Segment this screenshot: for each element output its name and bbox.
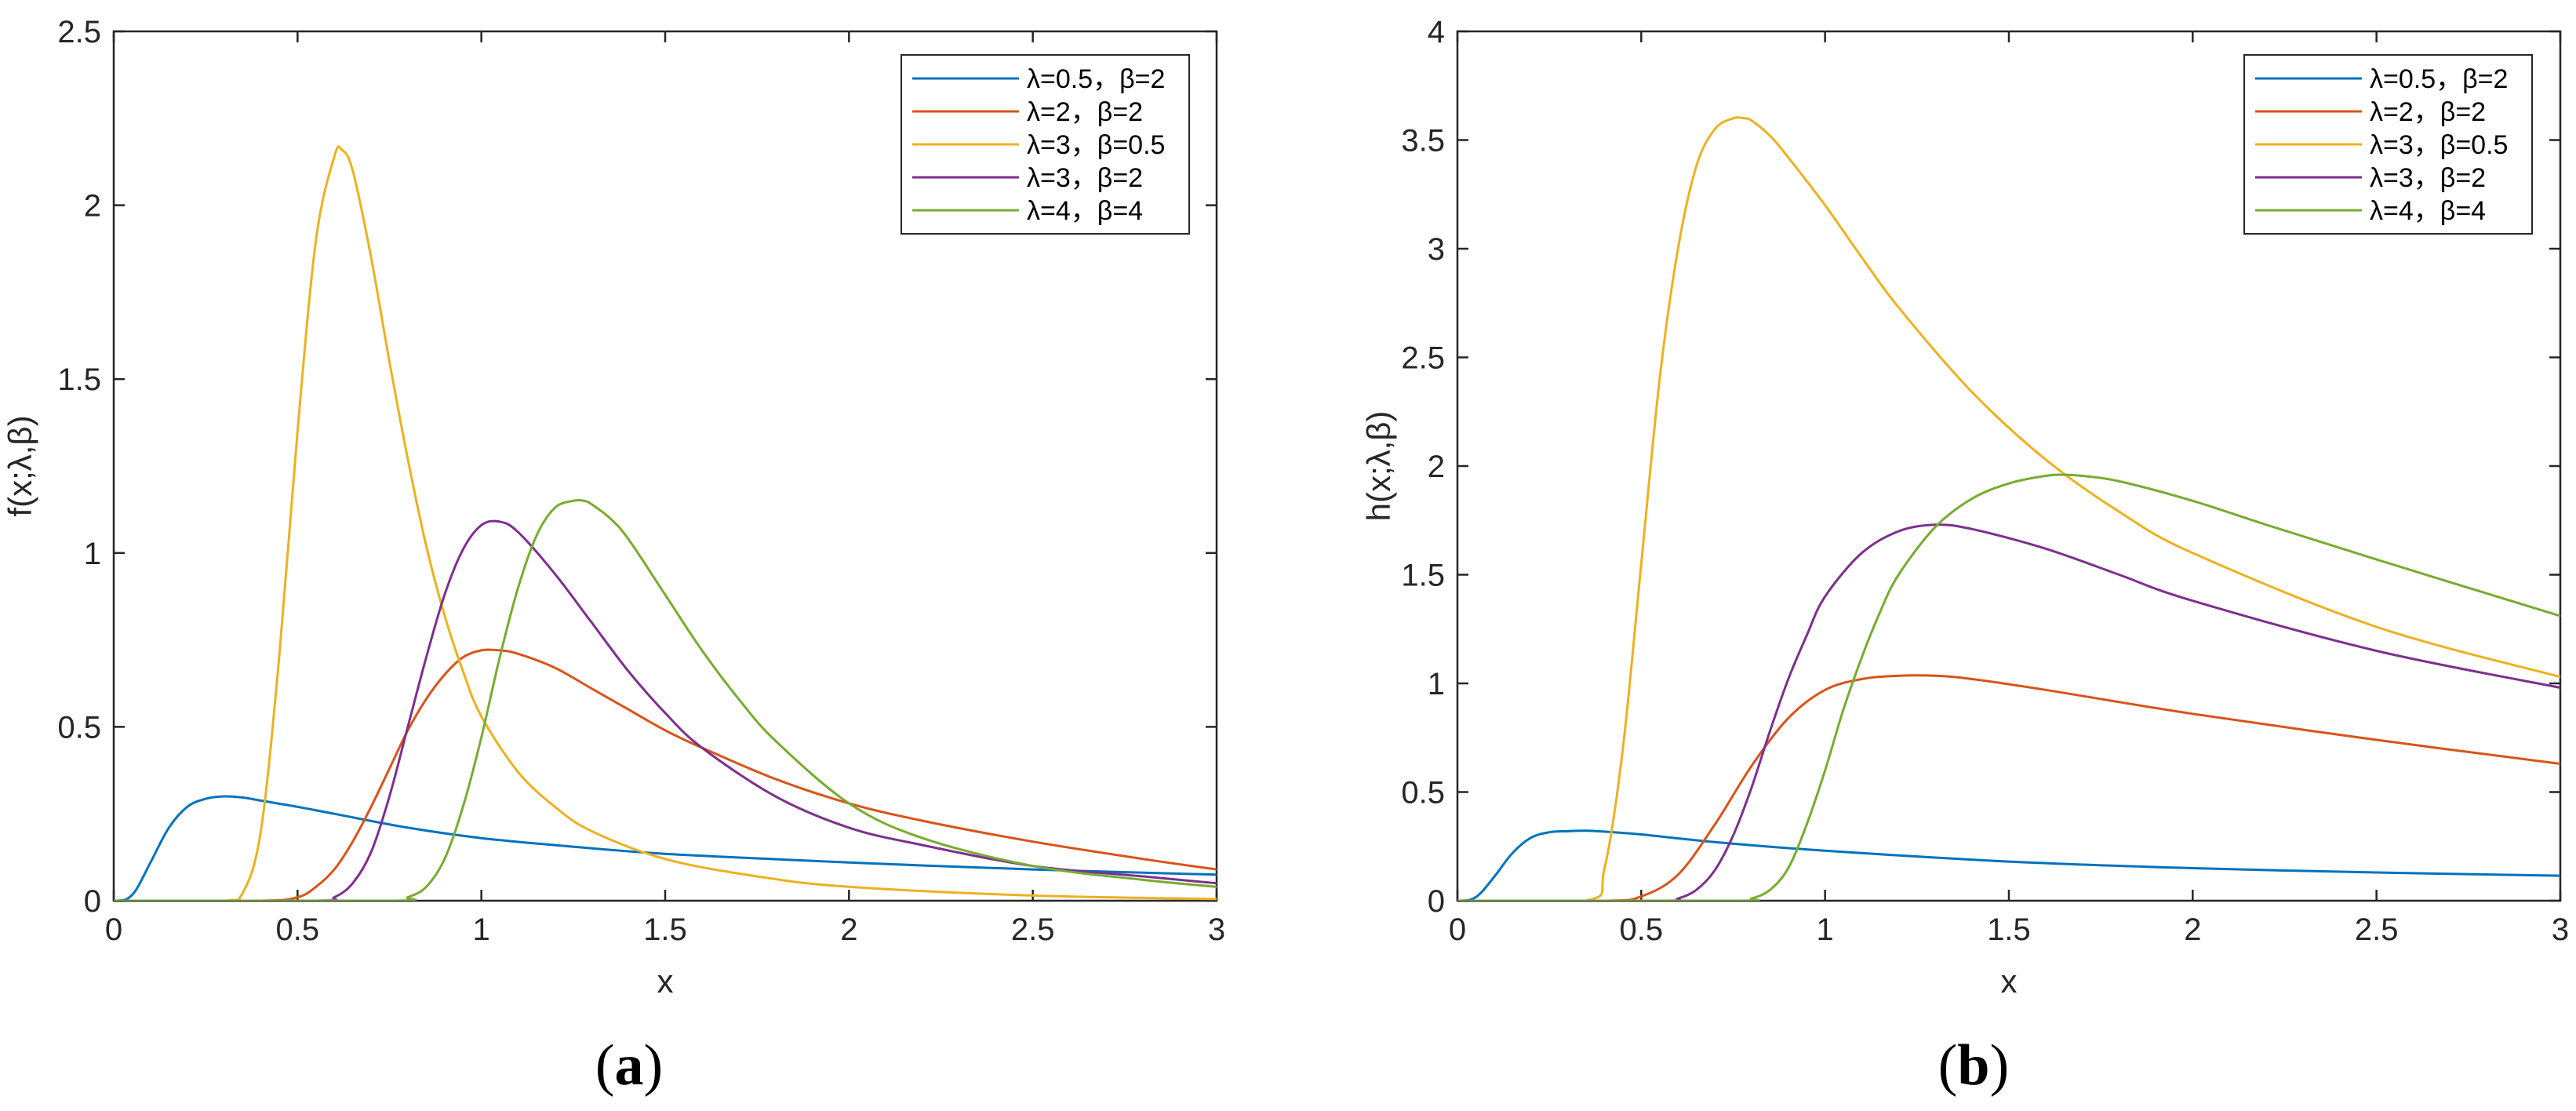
y-tick-label: 2.5 — [57, 15, 101, 49]
x-tick-label: 1.5 — [1987, 912, 2031, 947]
legend-entry: λ=0.5，β=2 — [1027, 64, 1165, 94]
y-tick-label: 1.5 — [1401, 559, 1445, 593]
series-line-3 — [1457, 116, 2560, 901]
y-tick-label: 1 — [84, 537, 101, 571]
panel-label-a: (a) — [595, 1033, 663, 1098]
series-line-1 — [1457, 829, 2560, 901]
y-tick-label: 1 — [1428, 667, 1445, 701]
y-axis-label: h(x;λ,β) — [1360, 411, 1397, 522]
x-tick-label: 2 — [840, 912, 857, 947]
legend-entry: λ=0.5，β=2 — [2370, 64, 2508, 94]
y-tick-label: 3 — [1428, 232, 1445, 267]
series-line-2 — [114, 648, 1217, 901]
x-tick-label: 3 — [1208, 912, 1225, 947]
x-tick-label: 2.5 — [2355, 912, 2399, 947]
legend-entry: λ=3，β=2 — [1027, 163, 1143, 193]
series-line-5 — [1457, 473, 2560, 901]
x-tick-label: 1.5 — [643, 912, 687, 947]
y-axis-label: f(x;λ,β) — [2, 415, 38, 516]
y-tick-label: 1.5 — [57, 362, 101, 397]
y-tick-label: 0 — [1428, 884, 1445, 919]
x-tick-label: 2.5 — [1011, 912, 1055, 947]
y-tick-label: 0 — [84, 884, 101, 919]
x-tick-label: 0 — [105, 912, 122, 947]
series-line-2 — [1457, 674, 2560, 901]
x-axis-label: x — [657, 963, 674, 1000]
y-tick-label: 2 — [84, 189, 101, 224]
series-line-1 — [114, 795, 1217, 901]
series-line-5 — [114, 498, 1217, 901]
y-tick-label: 2.5 — [1401, 341, 1445, 376]
legend-entry: λ=4，β=4 — [1027, 196, 1143, 226]
series-line-3 — [114, 145, 1217, 901]
legend-entry: λ=2，β=2 — [1027, 97, 1143, 127]
legend-entry: λ=4，β=4 — [2370, 196, 2486, 226]
legend-entry: λ=2，β=2 — [2370, 97, 2486, 127]
x-axis-label: x — [2001, 963, 2018, 1000]
series-line-4 — [114, 519, 1217, 901]
x-tick-label: 0 — [1449, 912, 1466, 947]
legend-entry: λ=3，β=0.5 — [2370, 130, 2508, 160]
legend-entry: λ=3，β=0.5 — [1027, 130, 1165, 160]
y-tick-label: 2 — [1428, 450, 1445, 484]
y-tick-label: 4 — [1428, 15, 1445, 49]
x-tick-label: 1 — [1817, 912, 1834, 947]
x-tick-label: 1 — [473, 912, 490, 947]
x-tick-label: 2 — [2184, 912, 2201, 947]
y-tick-label: 0.5 — [1401, 776, 1445, 810]
series-line-4 — [1457, 523, 2560, 901]
x-tick-label: 0.5 — [1620, 912, 1664, 947]
y-tick-label: 0.5 — [57, 710, 101, 745]
chart-b: (b) 0 0.5 1 1.5 2 2.5 3 0 0.5 1 1.5 2 2.5 3 3.5 4 x h(x;λ… — [1360, 15, 2569, 1098]
chart-a: (a) 0 0.5 1 1.5 2 2.5 3 0 0.5 1 1.5 2 2.5 x f(x;λ,β) λ=… — [2, 15, 1225, 1098]
x-tick-label: 3 — [2552, 912, 2569, 947]
legend-box — [901, 54, 1190, 235]
panel-label-b: (b) — [1938, 1033, 2009, 1098]
x-tick-label: 0.5 — [276, 912, 320, 947]
y-tick-label: 3.5 — [1401, 124, 1445, 158]
legend-entry: λ=3，β=2 — [2370, 163, 2486, 193]
